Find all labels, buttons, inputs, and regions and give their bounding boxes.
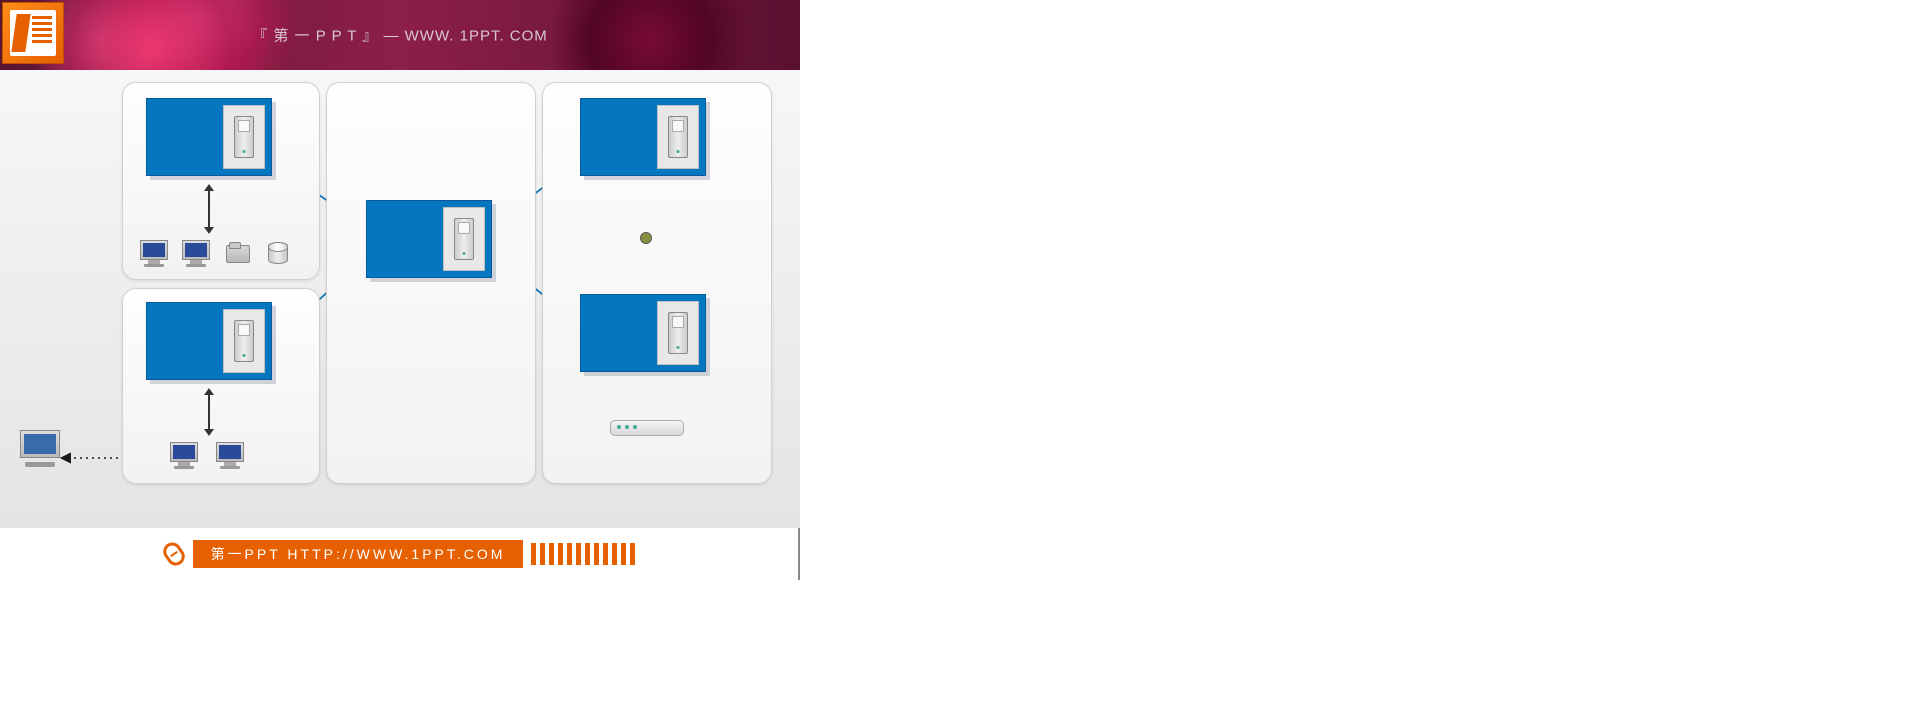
computer-icon <box>180 240 212 268</box>
server-node-s5 <box>580 294 706 372</box>
slide-container: 『 第 一 P P T 』 — WWW. 1PPT. COM 第一PPT HTT… <box>0 0 800 580</box>
double-arrow-icon <box>208 394 210 430</box>
server-tower-icon <box>223 309 265 373</box>
server-node-s3 <box>366 200 492 278</box>
server-node-s4 <box>580 98 706 176</box>
database-icon <box>268 242 288 264</box>
computer-icon <box>138 240 170 268</box>
network-diagram <box>0 70 800 528</box>
panel-p3 <box>326 82 536 484</box>
server-tower-icon <box>443 207 485 271</box>
double-arrow-icon <box>208 190 210 228</box>
slide: 『 第 一 P P T 』 — WWW. 1PPT. COM <box>0 0 800 528</box>
server-node-s1 <box>146 98 272 176</box>
server-node-s2 <box>146 302 272 380</box>
external-computer-icon <box>16 430 64 472</box>
server-tower-icon <box>657 301 699 365</box>
footer-label: 第一PPT HTTP://WWW.1PPT.COM <box>193 540 524 568</box>
computer-icon <box>214 442 246 470</box>
server-tower-icon <box>657 105 699 169</box>
router-icon <box>610 420 684 436</box>
header-title: 『 第 一 P P T 』 — WWW. 1PPT. COM <box>252 25 548 46</box>
footer-bar: 第一PPT HTTP://WWW.1PPT.COM <box>0 540 800 568</box>
junction-dot <box>640 232 652 244</box>
pill-icon <box>159 539 188 569</box>
ppt-logo-icon <box>2 2 64 64</box>
computer-icon <box>168 442 200 470</box>
server-tower-icon <box>223 105 265 169</box>
folder-icon <box>226 245 250 263</box>
header-banner: 『 第 一 P P T 』 — WWW. 1PPT. COM <box>0 0 800 70</box>
footer-stripes <box>531 543 635 565</box>
